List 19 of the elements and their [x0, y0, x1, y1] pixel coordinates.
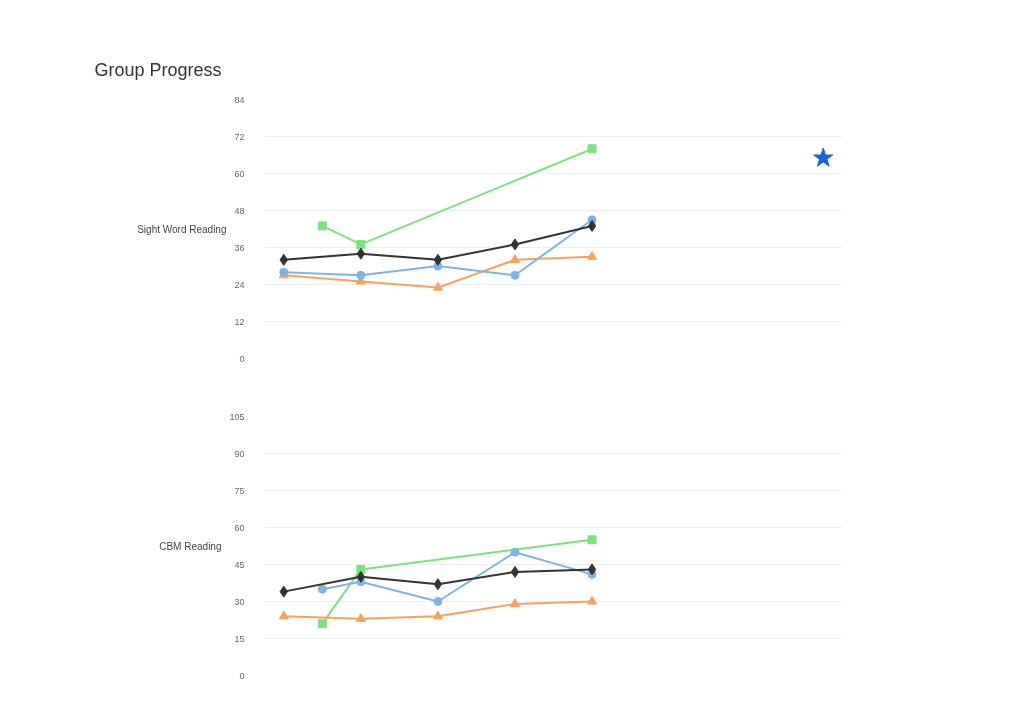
y-tick-label: 75 — [234, 485, 245, 496]
y-tick-label: 0 — [239, 670, 245, 681]
y-tick-label: 105 — [229, 411, 245, 422]
y-tick-label: 90 — [234, 448, 245, 459]
y-tick-label: 15 — [234, 633, 245, 644]
y-tick-label: 45 — [234, 559, 245, 570]
y-tick-label: 72 — [234, 131, 245, 142]
y-tick-label: 60 — [234, 168, 245, 179]
y-tick-label: 0 — [239, 353, 245, 364]
y-tick-label: 84 — [234, 94, 245, 105]
y-tick-label: 30 — [234, 596, 245, 607]
chart-title: Group Progress — [94, 59, 222, 80]
y-tick-label: 24 — [234, 279, 245, 290]
y-axis-title: CBM Reading — [159, 540, 222, 552]
y-tick-label: 48 — [234, 205, 245, 216]
y-tick-label: 60 — [234, 522, 245, 533]
y-axis-title: Sight Word Reading — [137, 223, 227, 235]
y-tick-label: 12 — [234, 316, 245, 327]
y-tick-label: 36 — [234, 242, 245, 253]
